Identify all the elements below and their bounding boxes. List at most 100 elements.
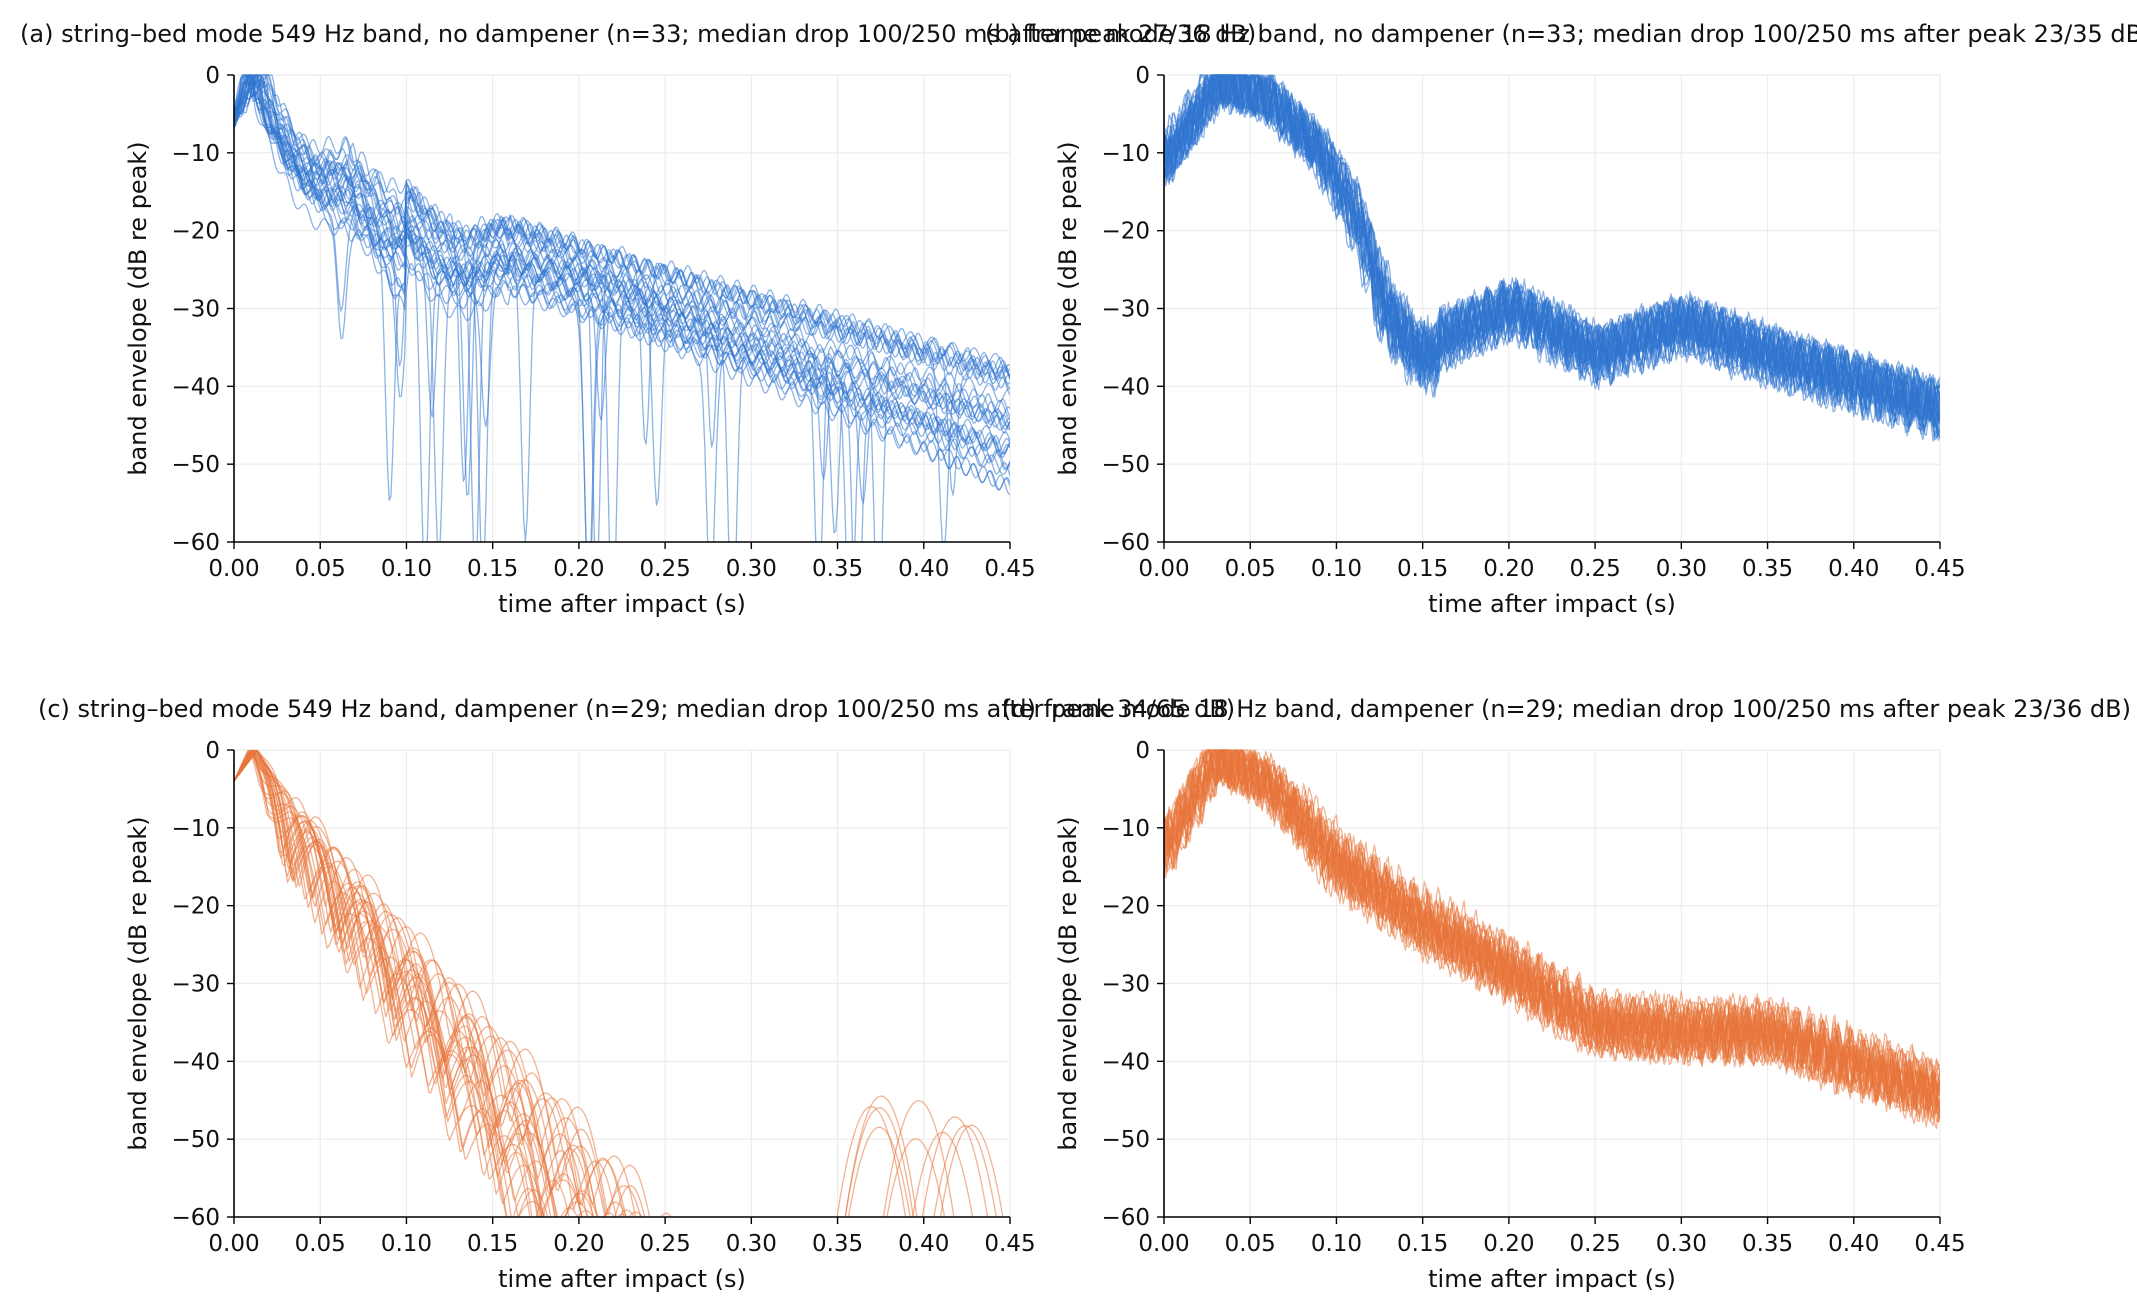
- x-tick-label: 0.40: [898, 556, 949, 582]
- x-tick-label: 0.45: [1914, 556, 1965, 582]
- trace-line: [234, 750, 1004, 1217]
- trace-line: [234, 74, 1010, 491]
- x-tick-label: 0.25: [1570, 556, 1621, 582]
- x-tick-label: 0.20: [1483, 1231, 1534, 1257]
- trace-line: [1164, 749, 1940, 1109]
- y-tick-label: −30: [171, 972, 220, 998]
- panel-title: (a) string–bed mode 549 Hz band, no damp…: [20, 20, 1256, 48]
- panel-c: 0.00 0.05 0.10 0.15 0.20 0.25 0.30 0.35 0.40 0.45…: [38, 695, 1235, 1293]
- x-tick-label: 0.10: [381, 556, 432, 582]
- y-tick-label: 0: [1135, 63, 1150, 89]
- x-tick-label: 0.45: [1914, 1231, 1965, 1257]
- trace-line: [234, 750, 594, 1217]
- x-tick-label: 0.40: [1828, 1231, 1879, 1257]
- trace-line: [234, 749, 915, 1217]
- trace-line: [1164, 749, 1940, 1120]
- trace-line: [234, 749, 672, 1217]
- y-tick-label: −60: [1101, 530, 1150, 556]
- y-tick-label: −20: [1101, 894, 1150, 920]
- trace-line: [234, 750, 546, 1217]
- traces: [234, 74, 1010, 542]
- y-tick-label: −40: [1101, 374, 1150, 400]
- panel-b: 0.00 0.05 0.10 0.15 0.20 0.25 0.30 0.35 0.40 0.45…: [985, 20, 2137, 618]
- x-tick-label: 0.30: [1656, 556, 1707, 582]
- y-tick-label: −10: [1101, 141, 1150, 167]
- trace-line: [234, 750, 974, 1217]
- trace-line: [234, 74, 1010, 542]
- x-tick-label: 0.15: [467, 556, 518, 582]
- x-axis-label: time after impact (s): [1428, 590, 1676, 618]
- x-tick-label: 0.05: [1225, 1231, 1276, 1257]
- x-tick-label: 0.00: [1138, 556, 1189, 582]
- trace-line: [1164, 749, 1940, 1088]
- y-tick-label: −10: [171, 816, 220, 842]
- trace-line: [234, 74, 1010, 542]
- x-tick-label: 0.20: [553, 556, 604, 582]
- panel-title: (d) frame mode 18 Hz band, dampener (n=2…: [1002, 695, 2131, 723]
- trace-line: [234, 74, 1010, 455]
- y-tick-label: −60: [171, 530, 220, 556]
- x-tick-label: 0.15: [1397, 556, 1448, 582]
- x-tick-label: 0.30: [1656, 1231, 1707, 1257]
- x-tick-label: 0.45: [984, 1231, 1035, 1257]
- trace-line: [234, 749, 570, 1217]
- trace-line: [234, 78, 1010, 542]
- y-tick-label: −30: [171, 297, 220, 323]
- trace-line: [234, 74, 1010, 504]
- trace-line: [1164, 74, 1940, 418]
- traces: [234, 749, 1004, 1217]
- y-tick-label: −10: [1101, 816, 1150, 842]
- y-axis-label: band envelope (dB re peak): [124, 141, 152, 475]
- y-tick-label: −20: [171, 219, 220, 245]
- x-tick-label: 0.35: [812, 1231, 863, 1257]
- trace-line: [234, 751, 642, 1217]
- x-tick-label: 0.05: [295, 556, 346, 582]
- y-tick-label: 0: [205, 738, 220, 764]
- y-tick-label: −40: [1101, 1049, 1150, 1075]
- x-tick-label: 0.35: [812, 556, 863, 582]
- x-tick-label: 0.25: [1570, 1231, 1621, 1257]
- x-tick-label: 0.45: [984, 556, 1035, 582]
- trace-line: [234, 749, 907, 1217]
- x-tick-label: 0.00: [1138, 1231, 1189, 1257]
- trace-line: [234, 750, 646, 1217]
- trace-line: [1164, 749, 1940, 1130]
- y-tick-label: −10: [171, 141, 220, 167]
- x-tick-label: 0.15: [1397, 1231, 1448, 1257]
- x-tick-label: 0.20: [553, 1231, 604, 1257]
- x-tick-label: 0.05: [295, 1231, 346, 1257]
- y-tick-label: 0: [1135, 738, 1150, 764]
- x-tick-label: 0.05: [1225, 556, 1276, 582]
- trace-line: [1164, 74, 1940, 422]
- x-tick-label: 0.10: [381, 1231, 432, 1257]
- traces: [1164, 749, 1940, 1130]
- trace-line: [234, 750, 635, 1217]
- trace-line: [234, 750, 539, 1217]
- y-tick-label: −20: [1101, 219, 1150, 245]
- x-tick-label: 0.40: [898, 1231, 949, 1257]
- trace-line: [234, 74, 1010, 448]
- y-tick-label: −30: [1101, 297, 1150, 323]
- trace-line: [234, 74, 1010, 542]
- y-tick-label: −50: [171, 1127, 220, 1153]
- panel-title: (c) string–bed mode 549 Hz band, dampene…: [38, 695, 1235, 723]
- x-axis-label: time after impact (s): [498, 590, 746, 618]
- y-tick-label: −60: [1101, 1205, 1150, 1231]
- x-axis-label: time after impact (s): [498, 1265, 746, 1293]
- x-tick-label: 0.15: [467, 1231, 518, 1257]
- x-tick-label: 0.10: [1311, 556, 1362, 582]
- trace-line: [234, 749, 955, 1217]
- trace-line: [234, 750, 918, 1217]
- x-tick-label: 0.30: [726, 556, 777, 582]
- x-tick-label: 0.35: [1742, 1231, 1793, 1257]
- trace-line: [234, 74, 1010, 542]
- trace-line: [234, 749, 561, 1217]
- y-tick-label: −60: [171, 1205, 220, 1231]
- y-tick-label: −50: [1101, 452, 1150, 478]
- trace-line: [234, 750, 651, 1217]
- x-tick-label: 0.00: [208, 556, 259, 582]
- trace-line: [234, 74, 1010, 434]
- y-tick-label: −20: [171, 894, 220, 920]
- trace-line: [1164, 749, 1940, 1123]
